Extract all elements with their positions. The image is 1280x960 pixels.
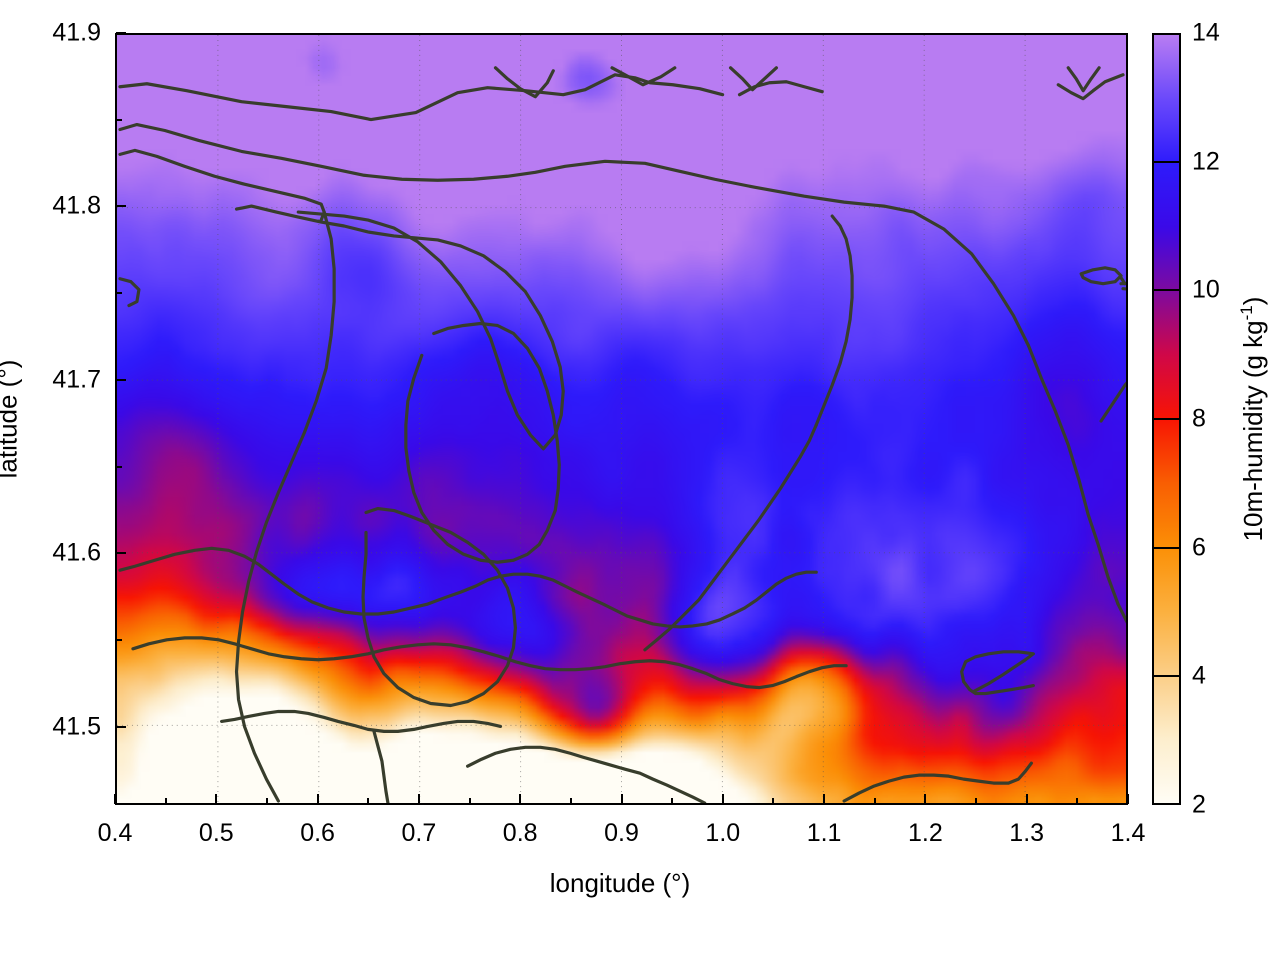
x-tick-minor-5 [671, 798, 674, 804]
colorbar-tick-label-5: 12 [1192, 147, 1220, 176]
colorbar-title-exponent: -1 [1237, 305, 1257, 321]
y-tick-minor-2 [116, 292, 122, 295]
x-tick-major-8 [924, 794, 927, 804]
y-tick-label-3: 41.8 [52, 191, 101, 220]
colorbar-title-suffix: ) [1237, 296, 1268, 306]
colorbar-tick-label-6: 14 [1192, 18, 1220, 47]
y-tick-major-0 [116, 725, 126, 728]
colorbar-tick-label-2: 6 [1192, 533, 1206, 562]
colorbar-title-text: 10m-humidity (g kg [1237, 320, 1268, 542]
y-tick-major-3 [116, 205, 126, 208]
x-tick-label-2: 0.6 [300, 819, 335, 847]
x-tick-minor-6 [772, 798, 775, 804]
x-tick-minor-2 [367, 798, 370, 804]
x-tick-label-6: 1.0 [705, 819, 741, 847]
x-tick-minor-1 [265, 798, 268, 804]
y-tick-minor-0 [116, 639, 122, 642]
x-tick-major-3 [417, 794, 420, 804]
colorbar-tick-1 [1152, 675, 1181, 678]
x-tick-major-4 [519, 794, 522, 804]
colorbar-tick-label-1: 4 [1192, 661, 1206, 690]
x-tick-major-6 [721, 794, 724, 804]
y-tick-label-4: 41.9 [52, 18, 101, 47]
colorbar-title: 10m-humidity (g kg-1) [1237, 297, 1269, 542]
colorbar-tick-label-0: 2 [1192, 790, 1206, 819]
y-tick-label-2: 41.7 [52, 365, 101, 394]
x-tick-minor-7 [873, 798, 876, 804]
x-tick-label-3: 0.7 [401, 819, 437, 847]
x-tick-major-7 [823, 794, 826, 804]
plot-area[interactable] [115, 33, 1128, 805]
y-tick-minor-1 [116, 465, 122, 468]
x-tick-major-9 [1025, 794, 1028, 804]
colorbar-tick-label-4: 10 [1192, 275, 1220, 304]
x-tick-major-2 [316, 794, 319, 804]
y-tick-label-0: 41.5 [52, 712, 101, 741]
x-tick-label-1: 0.5 [198, 819, 234, 847]
x-axis-title-text: longitude (°) [549, 868, 691, 898]
x-tick-label-7: 1.1 [806, 819, 842, 847]
y-axis-title: latitude (°) [0, 359, 23, 479]
x-tick-label-5: 0.9 [604, 819, 639, 847]
x-tick-label-10: 1.4 [1110, 819, 1146, 847]
x-tick-major-10 [1127, 794, 1129, 804]
x-tick-label-8: 1.2 [908, 819, 943, 847]
x-tick-label-0: 0.4 [97, 819, 133, 847]
x-tick-label-9: 1.3 [1009, 819, 1045, 847]
x-tick-major-1 [215, 794, 218, 804]
contour-lines [118, 66, 1126, 803]
colorbar-tick-3 [1152, 418, 1181, 420]
y-tick-major-2 [116, 378, 126, 381]
y-tick-label-1: 41.6 [52, 538, 101, 567]
x-tick-major-5 [620, 794, 623, 804]
x-tick-minor-0 [164, 798, 167, 804]
x-tick-minor-9 [1076, 798, 1079, 804]
y-tick-major-1 [116, 552, 126, 555]
y-tick-major-4 [116, 32, 126, 34]
x-tick-minor-4 [569, 798, 572, 804]
x-tick-minor-8 [975, 798, 978, 804]
colorbar-tick-2 [1152, 546, 1181, 549]
colorbar-tick-4 [1152, 289, 1181, 292]
x-axis-title: longitude (°) [0, 868, 1240, 899]
x-tick-minor-3 [468, 798, 471, 804]
colorbar-tick-5 [1152, 160, 1181, 163]
x-tick-major-0 [114, 794, 116, 804]
y-tick-minor-3 [116, 118, 122, 121]
x-tick-label-4: 0.8 [502, 819, 538, 847]
colorbar-tick-label-3: 8 [1192, 404, 1206, 433]
